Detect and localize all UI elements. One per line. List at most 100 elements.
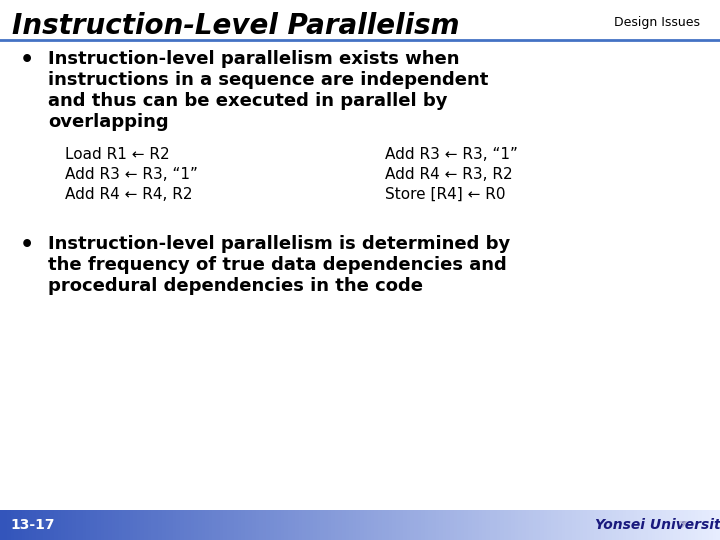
Bar [184,510,188,540]
Bar [385,510,390,540]
Bar [522,510,526,540]
Bar [4,510,8,540]
Bar [655,510,660,540]
Bar [670,510,674,540]
Bar [18,510,22,540]
Bar [97,510,102,540]
Bar [432,510,436,540]
Bar [166,510,170,540]
Bar [461,510,465,540]
Bar [443,510,447,540]
Bar [601,510,606,540]
Bar [173,510,177,540]
Bar [634,510,638,540]
Bar [223,510,228,540]
Bar [349,510,354,540]
Bar [626,510,631,540]
Bar [126,510,130,540]
Bar [86,510,91,540]
Bar [292,510,296,540]
Bar [515,510,519,540]
Bar [709,510,714,540]
Bar [43,510,48,540]
Bar [119,510,123,540]
Bar [169,510,174,540]
Bar [497,510,501,540]
Bar [259,510,264,540]
Bar [331,510,336,540]
Bar [659,510,663,540]
Bar [677,510,681,540]
Bar [428,510,433,540]
Bar [652,510,656,540]
Bar [320,510,325,540]
Bar [212,510,217,540]
Bar [277,510,282,540]
Bar [216,510,220,540]
Bar [508,510,512,540]
Bar [155,510,159,540]
Bar [317,510,321,540]
Bar [248,510,253,540]
Bar [479,510,483,540]
Bar [284,510,289,540]
Bar [90,510,94,540]
Bar [104,510,109,540]
Bar [623,510,627,540]
Bar [673,510,678,540]
Bar [140,510,145,540]
Bar [468,510,472,540]
Bar [371,510,375,540]
Bar [209,510,213,540]
Text: Instruction-level parallelism exists when: Instruction-level parallelism exists whe… [48,50,459,68]
Bar [562,510,566,540]
Bar [554,510,559,540]
Bar [202,510,206,540]
Bar [644,510,649,540]
Bar [274,510,278,540]
Bar [148,510,152,540]
Bar [122,510,127,540]
Text: Yonsei University: Yonsei University [595,518,720,532]
Bar [187,510,192,540]
Bar [706,510,710,540]
Bar [565,510,570,540]
Bar [605,510,609,540]
Bar [526,510,530,540]
Bar [50,510,55,540]
Bar [76,510,80,540]
Bar [454,510,458,540]
Bar [446,510,451,540]
Bar [133,510,138,540]
Bar [378,510,382,540]
Bar [529,510,534,540]
Bar [14,510,19,540]
Bar [194,510,199,540]
Bar [281,510,285,540]
Bar [590,510,595,540]
Text: procedural dependencies in the code: procedural dependencies in the code [48,277,423,295]
Bar [648,510,652,540]
Bar [302,510,307,540]
Bar [702,510,706,540]
Bar [115,510,120,540]
Bar [32,510,37,540]
Bar [101,510,105,540]
Bar [551,510,555,540]
Bar [536,510,541,540]
Bar [616,510,620,540]
Bar [472,510,476,540]
Bar [418,510,422,540]
Bar [410,510,415,540]
Bar [439,510,444,540]
Bar [68,510,73,540]
Bar [662,510,667,540]
Bar [688,510,692,540]
Bar [58,510,62,540]
Bar [450,510,454,540]
Text: 13-17: 13-17 [10,518,55,532]
Bar [608,510,613,540]
Bar [493,510,498,540]
Bar [295,510,300,540]
Bar [511,510,516,540]
